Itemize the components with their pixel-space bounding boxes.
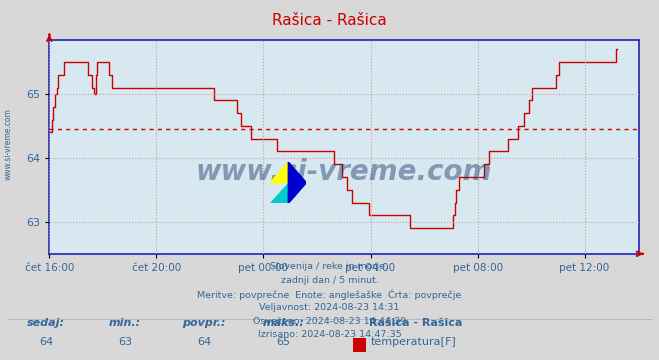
Text: Slovenija / reke in morje.: Slovenija / reke in morje. xyxy=(270,262,389,271)
Text: www.si-vreme.com: www.si-vreme.com xyxy=(196,158,492,186)
Text: Meritve: povprečne  Enote: anglešaške  Črta: povprečje: Meritve: povprečne Enote: anglešaške Črt… xyxy=(198,289,461,300)
Text: zadnji dan / 5 minut.: zadnji dan / 5 minut. xyxy=(281,276,378,285)
Text: Veljavnost: 2024-08-23 14:31: Veljavnost: 2024-08-23 14:31 xyxy=(259,303,400,312)
Text: 63: 63 xyxy=(118,337,132,347)
Text: sedaj:: sedaj: xyxy=(27,318,65,328)
Text: Izrisano: 2024-08-23 14:47:35: Izrisano: 2024-08-23 14:47:35 xyxy=(258,330,401,339)
Text: povpr.:: povpr.: xyxy=(183,318,226,328)
Text: www.si-vreme.com: www.si-vreme.com xyxy=(3,108,13,180)
Polygon shape xyxy=(289,162,306,203)
Text: 65: 65 xyxy=(276,337,291,347)
Text: 64: 64 xyxy=(39,337,53,347)
Text: maks.:: maks.: xyxy=(262,318,304,328)
Polygon shape xyxy=(270,162,289,183)
Text: 64: 64 xyxy=(197,337,212,347)
Text: Rašica - Rašica: Rašica - Rašica xyxy=(272,13,387,28)
Polygon shape xyxy=(270,183,289,203)
Text: Rašica - Rašica: Rašica - Rašica xyxy=(369,318,463,328)
Text: Osveženo: 2024-08-23 14:44:39: Osveženo: 2024-08-23 14:44:39 xyxy=(253,317,406,326)
Text: min.:: min.: xyxy=(109,318,141,328)
Text: temperatura[F]: temperatura[F] xyxy=(370,337,456,347)
